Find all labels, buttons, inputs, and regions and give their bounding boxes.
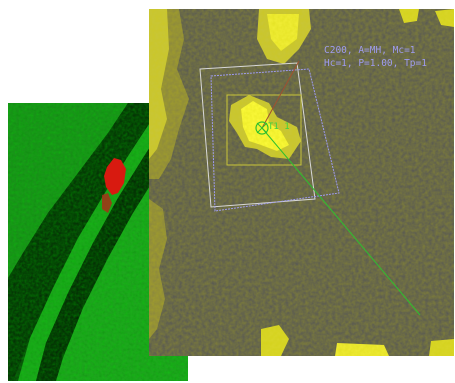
outer-track-box [199,62,316,208]
forecast-track-line [261,127,421,316]
inner-cell-box [226,94,302,166]
red-hotspot [104,158,126,195]
radar-texture [149,9,454,356]
cell-info-line-2: Hc=1, P=1.00, Tp=1 [324,58,427,69]
centroid-cross-b [256,122,268,134]
cell-centroid-marker [255,121,269,135]
radar-image [149,9,454,356]
cell-info-line-1: C200, A=MH, Mc=1 [324,45,416,56]
red-hotspot-tail [102,193,112,213]
forecast-box [210,68,340,212]
cell-marker-label: T1 1 [268,122,290,132]
motion-vector [261,60,300,129]
radar-panel: C200, A=MH, Mc=1 Hc=1, P=1.00, Tp=1 T1 1 [149,9,454,356]
